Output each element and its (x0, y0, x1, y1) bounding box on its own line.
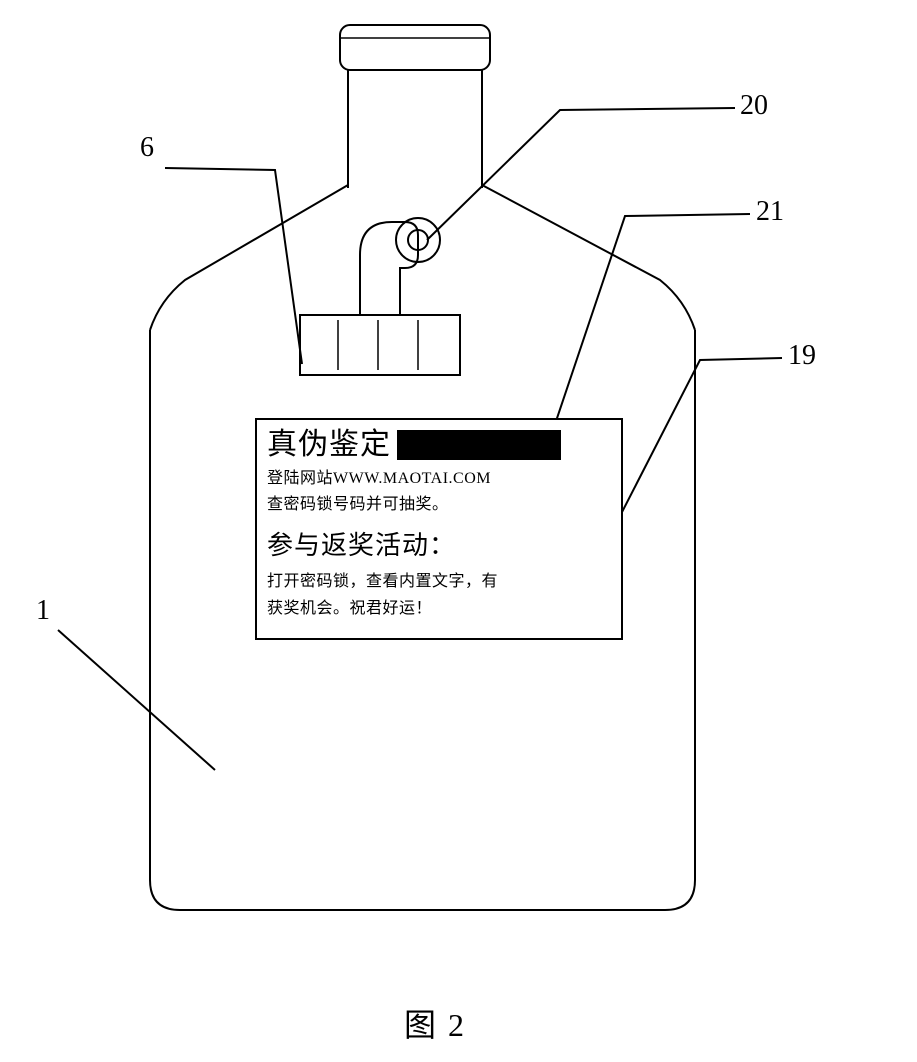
callout-line-20 (427, 108, 735, 240)
bottle-shoulder-right (482, 185, 695, 330)
label-body1: 打开密码锁，查看内置文字，有 (267, 568, 611, 595)
bottle-neck (348, 70, 482, 188)
label-hidden-code-bar (397, 430, 561, 460)
label-body2: 获奖机会。祝君好运！ (267, 595, 611, 622)
callout-line-21 (548, 214, 750, 445)
callout-line-6 (165, 168, 302, 364)
figure-caption: 图 2 (404, 1000, 466, 1046)
figure-canvas: 真伪鉴定 登陆网站WWW.MAOTAI.COM 查密码锁号码并可抽奖。 参与返奖… (0, 0, 917, 1062)
label-sub1: 登陆网站WWW.MAOTAI.COM (267, 466, 611, 492)
label-title: 真伪鉴定 (267, 430, 391, 460)
callout-line-1 (58, 630, 215, 770)
label-sub2: 查密码锁号码并可抽奖。 (267, 492, 611, 518)
label-mid: 参与返奖活动： (267, 525, 611, 562)
label-title-row: 真伪鉴定 (267, 430, 611, 460)
back-label: 真伪鉴定 登陆网站WWW.MAOTAI.COM 查密码锁号码并可抽奖。 参与返奖… (255, 418, 623, 640)
lock-body (300, 315, 460, 375)
callout-number-19: 19 (788, 340, 816, 372)
callout-number-6: 6 (140, 132, 154, 164)
callout-line-19 (600, 358, 782, 555)
callout-number-1: 1 (36, 595, 50, 627)
bottle-cap (340, 25, 490, 70)
callout-number-20: 20 (740, 90, 768, 122)
callout-number-21: 21 (756, 196, 784, 228)
bottle-shoulder-left (150, 185, 348, 330)
